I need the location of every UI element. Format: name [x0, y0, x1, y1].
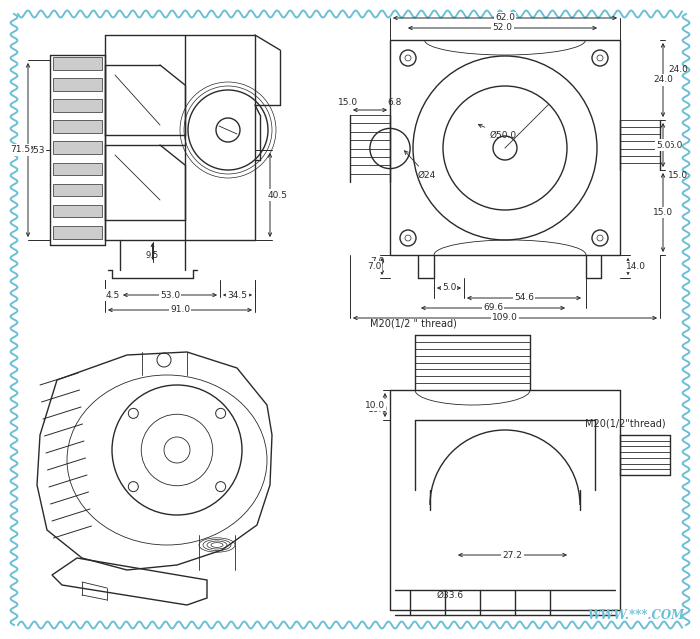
Text: 91.0: 91.0 [170, 305, 190, 314]
Text: 5.0: 5.0 [442, 284, 456, 293]
Bar [53, 226, 102, 238]
Text: 10.0: 10.0 [368, 406, 388, 415]
Text: 34.5: 34.5 [228, 291, 248, 300]
Text: Ø24: Ø24 [405, 151, 436, 180]
Text: 7.0: 7.0 [370, 258, 385, 266]
Text: M20(1/2 " thread): M20(1/2 " thread) [370, 318, 457, 328]
Text: Ø33.6: Ø33.6 [436, 590, 463, 599]
Text: WWW.***.COM: WWW.***.COM [588, 609, 685, 622]
Text: 52.0: 52.0 [493, 24, 512, 33]
Text: 4.5: 4.5 [106, 291, 120, 300]
Text: 7.0: 7.0 [367, 262, 382, 271]
Text: 69.6: 69.6 [483, 304, 503, 312]
Text: 14.0: 14.0 [626, 262, 646, 271]
Bar [53, 57, 102, 70]
Text: 10.0: 10.0 [365, 401, 385, 410]
Bar [53, 78, 102, 91]
Text: M20(1/2"thread): M20(1/2"thread) [585, 418, 666, 428]
Text: 109.0: 109.0 [492, 314, 518, 323]
Bar [53, 141, 102, 154]
Text: 24.0: 24.0 [668, 66, 688, 75]
Text: 6.8: 6.8 [388, 98, 402, 107]
Text: 40.5: 40.5 [268, 190, 288, 199]
Text: 9.5: 9.5 [146, 251, 159, 260]
Text: Ø50.0: Ø50.0 [478, 124, 517, 140]
Text: 5.0: 5.0 [656, 141, 670, 150]
Text: 62.0: 62.0 [495, 13, 515, 22]
Text: 53.0: 53.0 [160, 291, 180, 300]
Text: 15.0: 15.0 [668, 171, 688, 180]
Bar [53, 99, 102, 112]
Bar [53, 183, 102, 196]
Text: 71.5: 71.5 [10, 146, 30, 155]
Text: 14.0: 14.0 [625, 262, 645, 271]
Text: 5.0: 5.0 [668, 141, 682, 150]
Text: 15.0: 15.0 [338, 98, 358, 107]
Text: Ø53: Ø53 [27, 146, 45, 155]
Text: 54.6: 54.6 [514, 293, 534, 302]
Bar [53, 120, 102, 133]
Bar [53, 204, 102, 217]
Text: 24.0: 24.0 [653, 75, 673, 84]
Bar [53, 162, 102, 175]
Text: 27.2: 27.2 [503, 551, 522, 560]
Text: 15.0: 15.0 [653, 208, 673, 217]
Bar [390, 40, 620, 255]
